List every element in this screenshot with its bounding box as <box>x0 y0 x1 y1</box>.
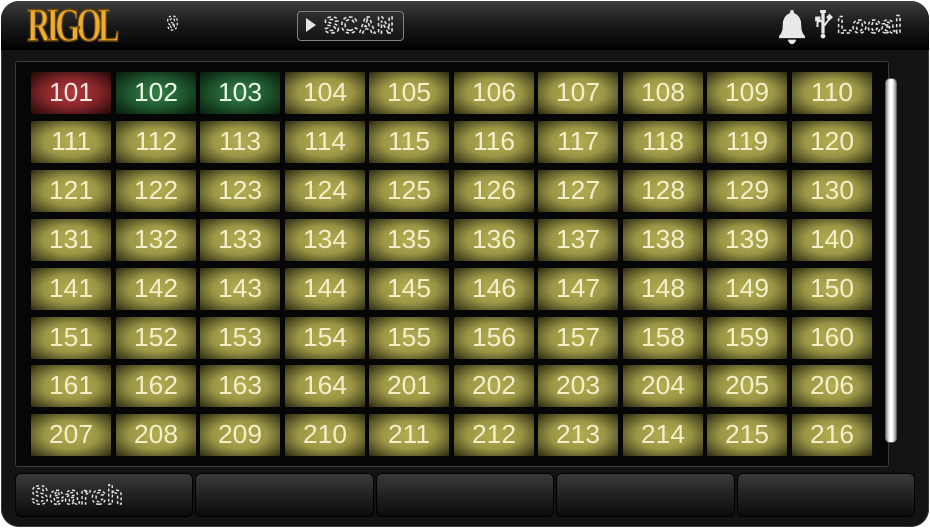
svg-text:212: 212 <box>472 419 516 449</box>
svg-text:126: 126 <box>472 175 516 205</box>
svg-text:121: 121 <box>49 175 93 205</box>
svg-text:104: 104 <box>303 77 347 107</box>
svg-text:123: 123 <box>218 175 262 205</box>
svg-text:137: 137 <box>556 223 600 253</box>
svg-text:135: 135 <box>387 223 431 253</box>
svg-text:116: 116 <box>473 126 515 156</box>
svg-text:132: 132 <box>134 223 178 253</box>
svg-text:128: 128 <box>641 175 685 205</box>
svg-text:151: 151 <box>49 321 93 351</box>
svg-text:152: 152 <box>134 321 178 351</box>
svg-text:150: 150 <box>810 272 854 302</box>
svg-text:130: 130 <box>810 175 854 205</box>
svg-text:208: 208 <box>134 419 178 449</box>
svg-text:159: 159 <box>725 321 769 351</box>
svg-text:154: 154 <box>303 321 347 351</box>
svg-text:207: 207 <box>49 419 93 449</box>
svg-text:112: 112 <box>135 126 177 156</box>
svg-text:Local: Local <box>837 12 902 39</box>
svg-text:214: 214 <box>641 419 685 449</box>
svg-text:149: 149 <box>725 272 769 302</box>
svg-text:117: 117 <box>557 126 599 156</box>
svg-text:114: 114 <box>304 126 346 156</box>
svg-text:143: 143 <box>218 272 262 302</box>
svg-text:138: 138 <box>641 223 685 253</box>
svg-text:206: 206 <box>810 370 854 400</box>
svg-text:205: 205 <box>725 370 769 400</box>
svg-text:119: 119 <box>726 126 768 156</box>
svg-text:129: 129 <box>725 175 769 205</box>
svg-text:139: 139 <box>725 223 769 253</box>
svg-text:127: 127 <box>556 175 600 205</box>
svg-text:108: 108 <box>641 77 685 107</box>
svg-text:124: 124 <box>303 175 347 205</box>
svg-text:161: 161 <box>49 370 93 400</box>
svg-text:134: 134 <box>303 223 347 253</box>
svg-text:120: 120 <box>810 126 854 156</box>
svg-text:142: 142 <box>134 272 178 302</box>
svg-text:118: 118 <box>642 126 684 156</box>
svg-text:162: 162 <box>134 370 178 400</box>
svg-text:105: 105 <box>387 77 431 107</box>
svg-text:109: 109 <box>725 77 769 107</box>
svg-text:141: 141 <box>49 272 93 302</box>
svg-text:164: 164 <box>303 370 347 400</box>
svg-text:210: 210 <box>303 419 347 449</box>
svg-text:163: 163 <box>218 370 262 400</box>
svg-text:204: 204 <box>641 370 685 400</box>
svg-text:215: 215 <box>725 419 769 449</box>
svg-text:102: 102 <box>134 77 178 107</box>
svg-text:157: 157 <box>556 321 600 351</box>
svg-text:203: 203 <box>556 370 600 400</box>
svg-text:122: 122 <box>134 175 178 205</box>
svg-text:153: 153 <box>218 321 262 351</box>
svg-text:201: 201 <box>387 370 431 400</box>
svg-text:202: 202 <box>472 370 516 400</box>
svg-text:155: 155 <box>387 321 431 351</box>
svg-text:125: 125 <box>387 175 431 205</box>
svg-text:107: 107 <box>556 77 600 107</box>
svg-text:160: 160 <box>810 321 854 351</box>
svg-text:148: 148 <box>641 272 685 302</box>
svg-text:211: 211 <box>388 419 430 449</box>
svg-text:113: 113 <box>219 126 261 156</box>
svg-text:110: 110 <box>811 77 853 107</box>
svg-text:133: 133 <box>218 223 262 253</box>
svg-text:147: 147 <box>556 272 600 302</box>
svg-text:115: 115 <box>388 126 430 156</box>
svg-text:Search: Search <box>31 480 124 510</box>
svg-text:SCAN: SCAN <box>324 12 395 38</box>
svg-text:209: 209 <box>218 419 262 449</box>
svg-text:9: 9 <box>167 13 178 35</box>
svg-text:216: 216 <box>810 419 854 449</box>
svg-text:101: 101 <box>49 77 93 107</box>
svg-text:156: 156 <box>472 321 516 351</box>
svg-text:144: 144 <box>303 272 347 302</box>
svg-text:136: 136 <box>472 223 516 253</box>
svg-text:103: 103 <box>218 77 262 107</box>
svg-text:145: 145 <box>387 272 431 302</box>
svg-text:213: 213 <box>556 419 600 449</box>
svg-text:106: 106 <box>472 77 516 107</box>
svg-text:111: 111 <box>51 126 91 156</box>
svg-text:158: 158 <box>641 321 685 351</box>
svg-text:146: 146 <box>472 272 516 302</box>
svg-text:131: 131 <box>49 223 93 253</box>
svg-text:140: 140 <box>810 223 854 253</box>
